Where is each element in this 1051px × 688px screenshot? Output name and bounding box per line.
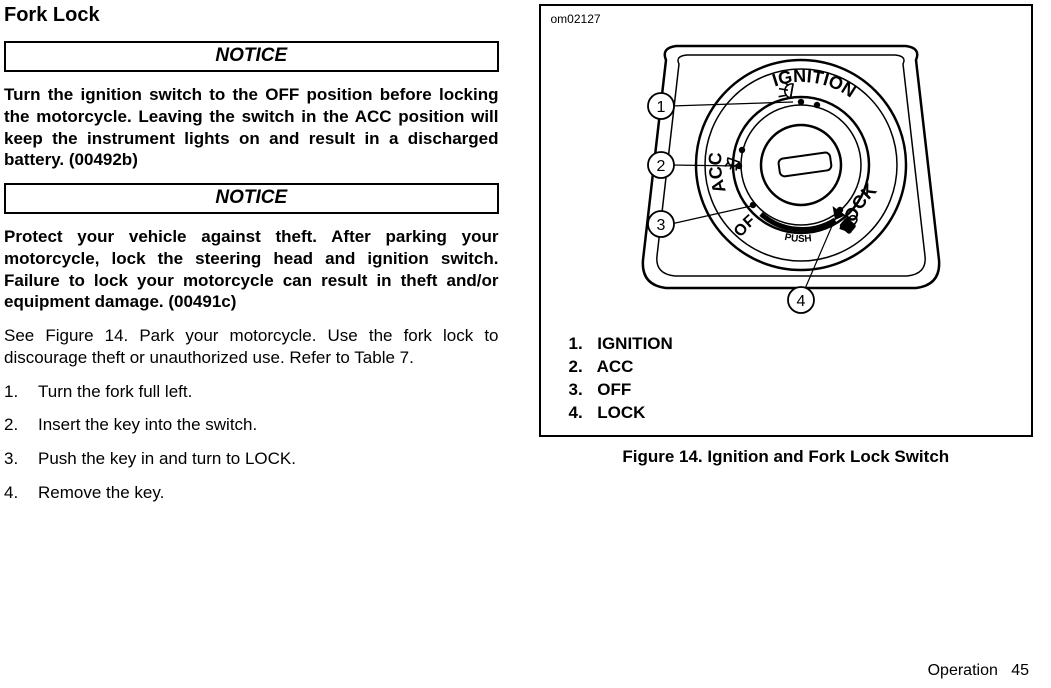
ignition-switch-diagram: IGNITION ACC OFF LOCK PUSH xyxy=(551,30,1022,325)
legend-item-4: 4. LOCK xyxy=(569,402,1022,425)
legend-item-3: 3. OFF xyxy=(569,379,1022,402)
callout-1: 1 xyxy=(656,99,665,116)
step-4: Remove the key. xyxy=(4,482,499,504)
figure-frame: om02127 xyxy=(539,4,1034,437)
step-2: Insert the key into the switch. xyxy=(4,414,499,436)
legend-text-1: IGNITION xyxy=(597,334,673,353)
legend-text-3: OFF xyxy=(597,380,631,399)
legend-num-2: 2. xyxy=(569,356,593,379)
footer-section: Operation xyxy=(928,662,998,679)
notice-2-text: Protect your vehicle against theft. Afte… xyxy=(4,226,499,313)
notice-box-1: NOTICE xyxy=(4,41,499,72)
callout-3: 3 xyxy=(656,217,665,234)
legend-text-2: ACC xyxy=(597,357,634,376)
steps-list: Turn the fork full left. Insert the key … xyxy=(4,381,499,504)
figure-legend: 1. IGNITION 2. ACC 3. OFF 4. LOCK xyxy=(551,333,1022,425)
section-title: Fork Lock xyxy=(4,4,499,27)
callout-4: 4 xyxy=(796,293,805,310)
footer-page: 45 xyxy=(1011,662,1029,679)
page-footer: Operation 45 xyxy=(928,662,1029,680)
step-1: Turn the fork full left. xyxy=(4,381,499,403)
notice-1-text: Turn the ignition switch to the OFF posi… xyxy=(4,84,499,171)
legend-item-1: 1. IGNITION xyxy=(569,333,1022,356)
legend-num-3: 3. xyxy=(569,379,593,402)
legend-num-4: 4. xyxy=(569,402,593,425)
figure-id: om02127 xyxy=(551,12,1022,26)
legend-text-4: LOCK xyxy=(597,403,645,422)
step-3: Push the key in and turn to LOCK. xyxy=(4,448,499,470)
legend-num-1: 1. xyxy=(569,333,593,356)
legend-item-2: 2. ACC xyxy=(569,356,1022,379)
see-figure-para: See Figure 14. Park your motorcycle. Use… xyxy=(4,325,499,369)
figure-caption: Figure 14. Ignition and Fork Lock Switch xyxy=(539,447,1034,467)
notice-box-2: NOTICE xyxy=(4,183,499,214)
callout-2: 2 xyxy=(656,158,665,175)
